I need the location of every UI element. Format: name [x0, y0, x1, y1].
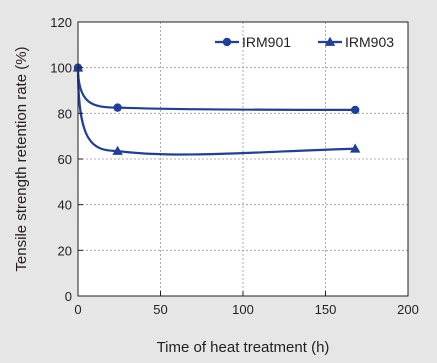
- x-tick-label: 100: [232, 302, 254, 317]
- y-tick-label: 60: [58, 152, 72, 167]
- y-tick-label: 40: [58, 198, 72, 213]
- x-tick-label: 50: [153, 302, 167, 317]
- data-point-irm901: [113, 103, 122, 112]
- y-tick-label: 0: [65, 289, 72, 304]
- y-tick-label: 80: [58, 106, 72, 121]
- legend-label-irm901: IRM901: [242, 34, 291, 50]
- grid: [78, 22, 408, 296]
- series-line-irm903: [76, 67, 356, 156]
- y-axis-label: Tensile strength retention rate (%): [13, 46, 30, 271]
- data-point-irm903: [350, 143, 361, 153]
- series-line-irm901: [76, 67, 356, 112]
- y-tick-label: 100: [50, 61, 72, 76]
- x-tick-label: 200: [397, 302, 419, 317]
- series-layer: [72, 62, 361, 156]
- legend-label-irm903: IRM903: [345, 34, 394, 50]
- data-point-irm901: [351, 105, 360, 115]
- data-point-irm903: [112, 145, 123, 155]
- x-tick-label: 0: [74, 302, 81, 317]
- y-tick-label: 20: [58, 243, 72, 258]
- legend-marker-irm903: [324, 36, 336, 46]
- legend-marker-irm901: [222, 37, 232, 47]
- x-tick-label: 150: [315, 302, 337, 317]
- y-tick-label: 120: [50, 15, 72, 30]
- legend: IRM901 IRM903: [215, 34, 394, 50]
- x-axis-label: Time of heat treatment (h): [157, 339, 330, 356]
- ticks: 0 20 40 60 80 100 120 0 50 100 150 200: [50, 15, 419, 317]
